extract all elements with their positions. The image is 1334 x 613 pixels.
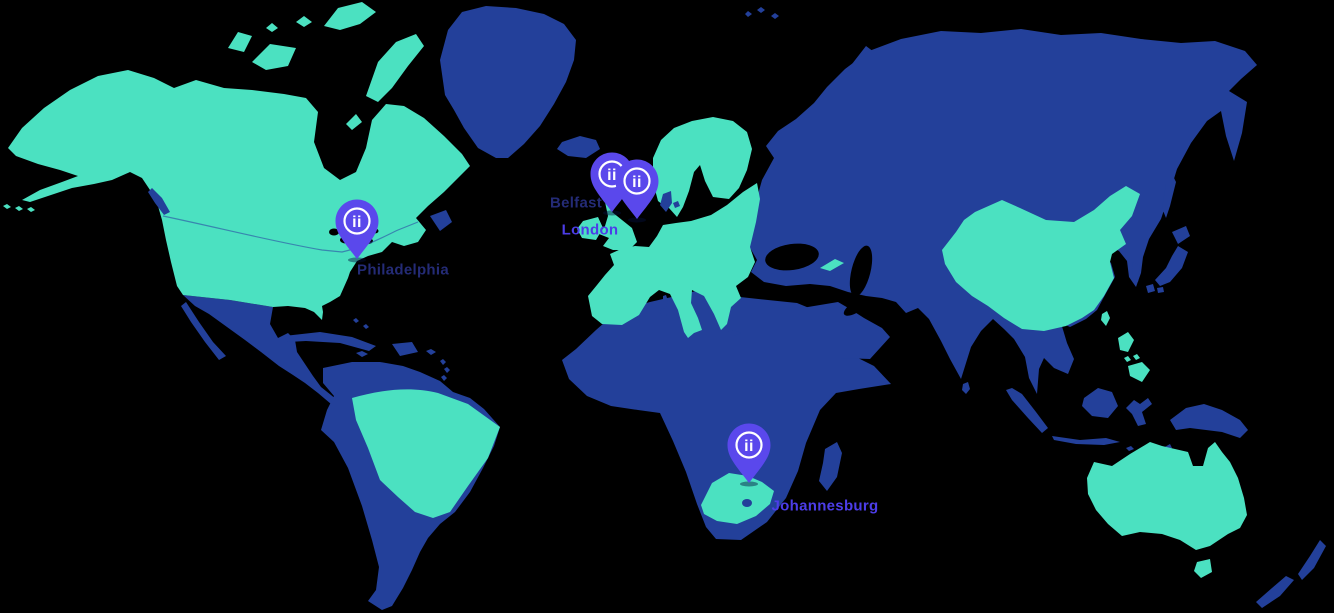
new-guinea: [1170, 404, 1248, 438]
korea-detail: [1132, 262, 1140, 282]
canadian-arctic-islands: [228, 2, 424, 130]
sakhalin: [1162, 174, 1176, 218]
madagascar: [819, 442, 842, 491]
us-canada-border: [162, 215, 419, 253]
aleutian-islands: [3, 204, 35, 212]
denmark: [660, 191, 680, 212]
ii-pin-icon: ii: [335, 199, 379, 263]
lesotho: [742, 499, 752, 507]
ii-logo: ii: [352, 214, 362, 231]
baja-california: [181, 302, 226, 360]
indonesia-java: [1052, 436, 1120, 445]
china: [942, 186, 1140, 331]
caspian-sea: [849, 245, 873, 297]
newfoundland: [430, 210, 452, 231]
vancouver-island: [148, 188, 170, 215]
japan: [1146, 226, 1190, 293]
ii-pin-icon: ii: [727, 423, 771, 487]
pin-ring: [735, 431, 763, 459]
ii-logo: ii: [632, 174, 642, 191]
north-america: [8, 70, 470, 320]
map-pin-london[interactable]: ii: [611, 158, 663, 224]
tasmania: [1194, 559, 1212, 578]
landmass-highlight: [3, 2, 1247, 578]
pin-ring: [623, 167, 651, 195]
country-borders: [162, 215, 419, 253]
sulawesi: [1126, 398, 1152, 426]
caucasus-region: [820, 259, 844, 271]
pin-shadow: [628, 217, 646, 223]
taiwan: [1101, 311, 1110, 326]
brazil: [352, 389, 500, 518]
scandinavia: [653, 117, 752, 217]
location-label-johannesburg: Johannesburg: [771, 497, 879, 515]
greenland: [440, 6, 576, 158]
location-label-london: London: [561, 221, 619, 239]
black-sea: [765, 243, 819, 271]
ii-pin-icon: ii: [615, 159, 659, 223]
africa: [562, 289, 891, 540]
map-pin-johannesburg[interactable]: ii: [723, 422, 775, 488]
map-pin-philadelphia[interactable]: ii: [331, 198, 383, 264]
arabian-peninsula: [802, 302, 890, 359]
location-label-philadelphia: Philadelphia: [357, 261, 449, 279]
ii-logo: ii: [744, 438, 754, 455]
pin-ring: [343, 207, 371, 235]
svalbard-islands: [745, 7, 779, 19]
ii-logo: ii: [607, 167, 617, 184]
pin-shadow: [348, 257, 366, 263]
borneo: [1082, 388, 1118, 418]
australia: [1087, 442, 1247, 550]
philippines: [1118, 332, 1150, 382]
persian-gulf: [843, 298, 869, 316]
ireland: [577, 217, 603, 240]
south-africa: [701, 473, 774, 524]
sri-lanka: [962, 382, 970, 394]
caribbean-islands: [284, 318, 450, 381]
landmass-details: [148, 188, 752, 507]
new-zealand: [1256, 540, 1326, 608]
iceland: [557, 136, 600, 158]
europe: [588, 183, 760, 338]
location-label-belfast: Belfast: [549, 194, 603, 212]
pin-shadow: [740, 481, 758, 487]
pin-shadow: [603, 210, 621, 216]
indonesia-sumatra: [1006, 388, 1048, 433]
mexico-central-america: [183, 295, 337, 404]
